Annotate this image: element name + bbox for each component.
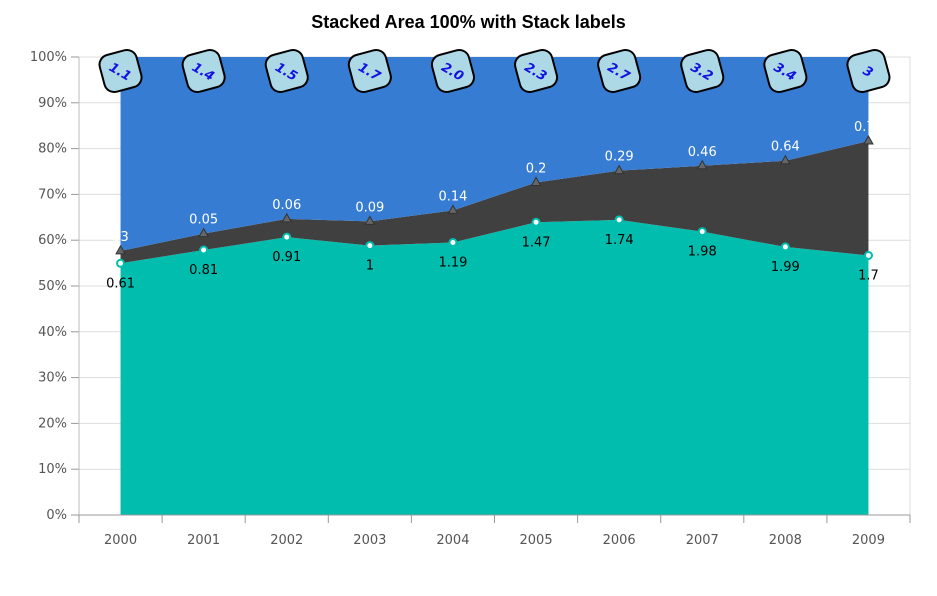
y-tick-label: 50% [38, 279, 67, 294]
x-tick-label: 2003 [353, 533, 386, 548]
chart-title: Stacked Area 100% with Stack labels [311, 12, 626, 32]
y-tick-label: 100% [30, 50, 67, 65]
x-tick-label: 2008 [769, 533, 802, 548]
stack-label-box [347, 48, 392, 94]
data-point-marker [613, 164, 625, 175]
x-tick-label: 2005 [520, 533, 553, 548]
x-tick-label: 2006 [603, 533, 636, 548]
data-label: 0.06 [272, 198, 301, 213]
x-tick-label: 2002 [270, 533, 303, 548]
data-label: 1 [366, 259, 374, 274]
data-label: 0.61 [106, 276, 135, 291]
data-point-marker [447, 204, 459, 214]
stack-label: 3.2 [680, 48, 725, 94]
data-label: 0.2 [526, 161, 547, 176]
data-label: 03 [112, 230, 129, 245]
data-point-marker [448, 237, 458, 247]
data-label: 1.98 [688, 245, 717, 260]
stack-label-box [846, 48, 891, 94]
stack-label: 1.4 [181, 48, 226, 94]
stack-label: 2.7 [597, 48, 642, 94]
data-label: 1.47 [522, 235, 551, 250]
area-series-2 [120, 140, 869, 264]
data-point-marker [116, 258, 126, 268]
data-point-marker [696, 159, 708, 170]
stack-label: 2.0 [430, 48, 475, 94]
stack-label: 2.3 [514, 48, 559, 94]
data-point-marker [364, 215, 376, 225]
data-label: 1.74 [605, 233, 634, 248]
data-label: 1.7 [858, 268, 879, 283]
y-tick-label: 90% [38, 96, 67, 111]
stack-label-box [763, 48, 808, 94]
data-label: 0.14 [438, 189, 467, 204]
data-point-marker [530, 176, 542, 186]
y-tick-label: 80% [38, 142, 67, 157]
area-series-1 [120, 219, 869, 515]
data-label: 1.99 [771, 260, 800, 275]
data-label: 0.29 [605, 150, 634, 165]
x-tick-label: 2000 [104, 533, 137, 548]
y-tick-label: 30% [38, 371, 67, 386]
y-tick-label: 10% [38, 462, 67, 477]
data-point-marker [780, 242, 790, 252]
data-label: 0.91 [272, 250, 301, 265]
area-series-group [120, 57, 869, 515]
data-point-marker [779, 154, 791, 165]
data-label: 0.81 [189, 263, 218, 278]
stack-label: 1.1 [98, 48, 143, 94]
stack-label-box [264, 48, 309, 94]
x-tick-label: 2001 [187, 533, 220, 548]
data-label: 0.46 [688, 145, 717, 160]
data-point-marker [115, 244, 126, 255]
data-point-marker [531, 217, 541, 227]
data-point-marker [863, 250, 873, 260]
stack-label-box [680, 48, 725, 94]
y-tick-label: 40% [38, 325, 67, 340]
x-tick-label: 2004 [436, 533, 469, 548]
data-point-marker [282, 232, 292, 242]
data-point-marker [365, 241, 375, 251]
data-point-marker [697, 227, 707, 237]
y-tick-label: 60% [38, 233, 67, 248]
data-label: 0.05 [189, 213, 218, 228]
data-point-marker [614, 215, 624, 225]
stack-label: 1.7 [347, 48, 392, 94]
data-label: 0.75 [854, 120, 883, 135]
stack-label-box [597, 48, 642, 94]
area-series-3 [120, 57, 869, 251]
stack-label: 3 [846, 48, 891, 94]
y-tick-label: 20% [38, 416, 67, 431]
y-tick-label: 0% [46, 508, 67, 523]
stack-label-box [98, 48, 143, 94]
stack-label: 1.5 [264, 48, 309, 94]
stack-label-box [514, 48, 559, 94]
data-label: 1.19 [438, 255, 467, 270]
stack-label: 3.4 [763, 48, 808, 94]
data-point-marker [863, 134, 874, 145]
data-point-marker [281, 212, 293, 223]
data-point-marker [198, 227, 210, 238]
y-tick-label: 70% [38, 187, 67, 202]
x-tick-label: 2007 [686, 533, 719, 548]
stack-label-box [181, 48, 226, 94]
stack-label-box [430, 48, 475, 94]
data-point-marker [199, 245, 209, 255]
x-tick-label: 2009 [852, 533, 885, 548]
data-label: 0.64 [771, 140, 800, 155]
data-label: 0.09 [355, 200, 384, 215]
